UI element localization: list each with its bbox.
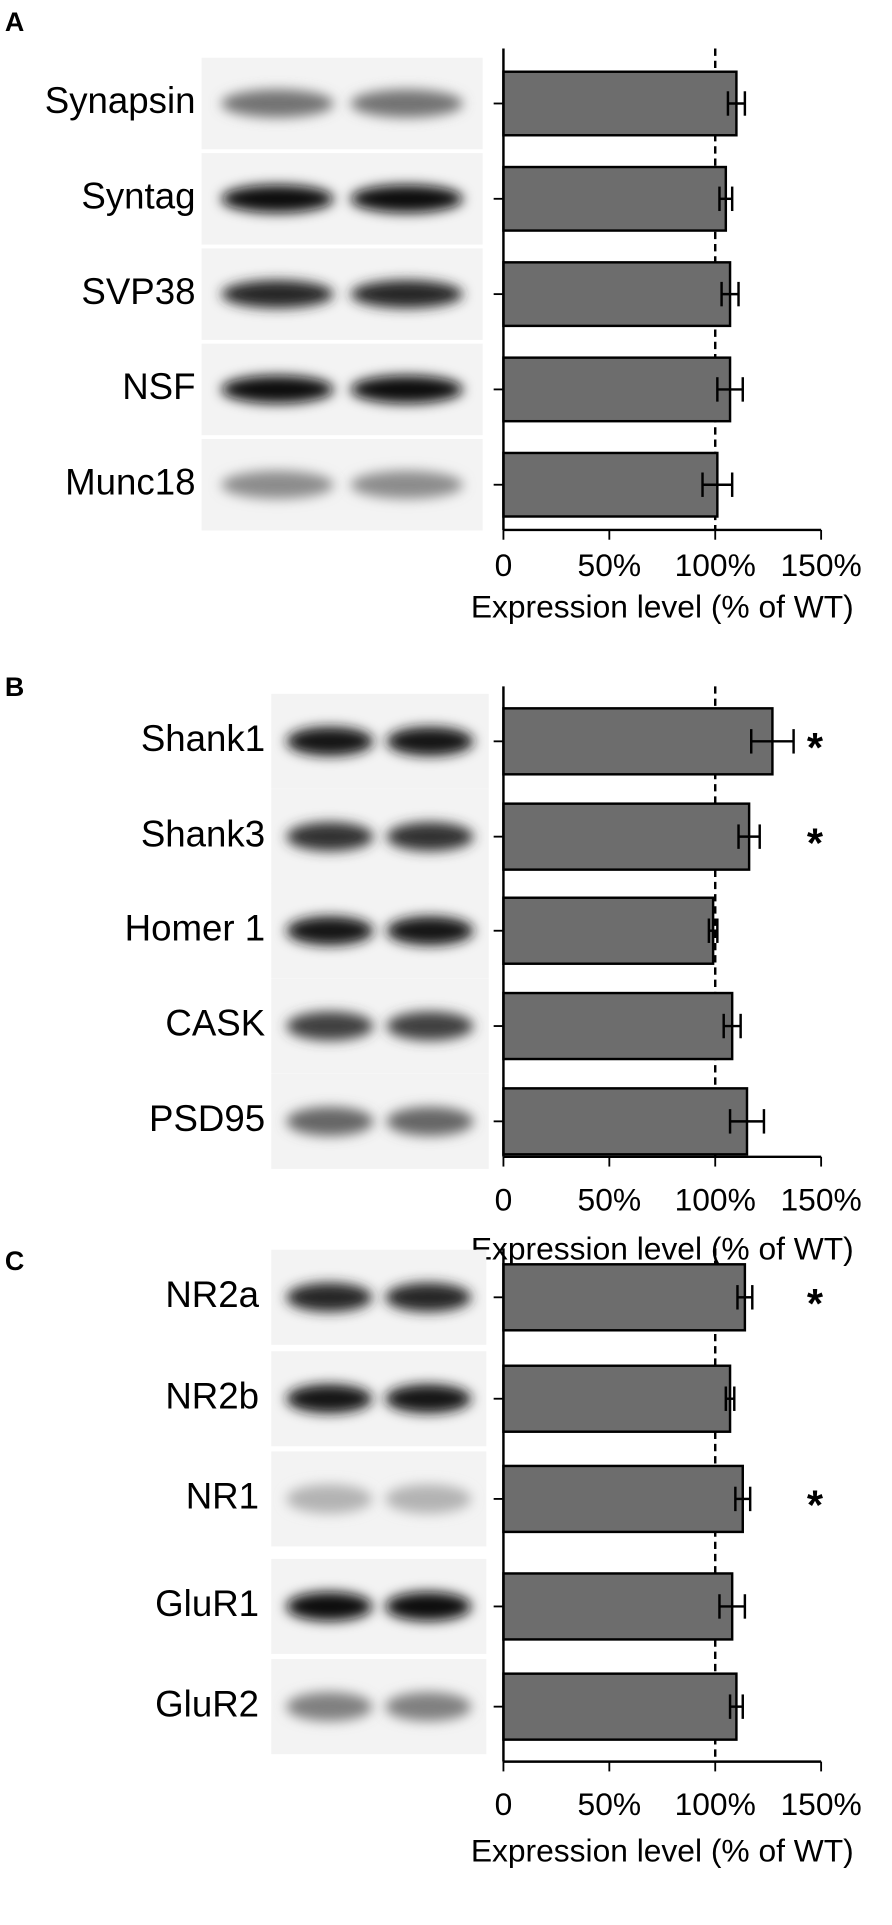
category-label: Syntag — [81, 175, 195, 216]
x-tick-label: 50% — [578, 1181, 642, 1217]
category-label: Homer 1 — [125, 907, 265, 948]
blot-band — [221, 470, 334, 499]
blot-band — [286, 1692, 373, 1722]
category-label: Shank1 — [141, 718, 265, 759]
x-tick-label: 150% — [781, 1786, 862, 1822]
bar — [502, 991, 734, 1061]
x-axis-label: Expression level (% of WT) — [471, 1230, 854, 1266]
blot-band — [221, 89, 334, 118]
category-label: Shank3 — [141, 813, 265, 854]
bar — [502, 802, 751, 871]
blot-band — [385, 1692, 472, 1722]
significance-mark: * — [807, 724, 824, 771]
blot-band — [286, 822, 374, 852]
blot-band — [350, 89, 463, 118]
bar — [502, 1263, 747, 1332]
panel-label: A — [5, 7, 24, 37]
blot-band — [386, 1106, 474, 1136]
blot-band — [286, 1106, 374, 1136]
blot-band — [350, 280, 463, 309]
category-label: GluR2 — [155, 1683, 259, 1724]
blot-band — [386, 726, 474, 756]
blot-band — [286, 916, 374, 946]
x-tick-label: 150% — [781, 1181, 862, 1217]
blot-band — [286, 1484, 373, 1514]
significance-mark: * — [807, 1280, 824, 1327]
x-tick-label: 50% — [578, 547, 642, 583]
blot-band — [386, 916, 474, 946]
x-tick-label: 150% — [781, 547, 862, 583]
x-tick-label: 50% — [578, 1786, 642, 1822]
blot-band — [286, 1591, 373, 1621]
blot-band — [221, 184, 334, 213]
bar — [502, 165, 728, 232]
bar — [502, 1364, 732, 1433]
category-label: NR2b — [165, 1375, 259, 1416]
category-label: GluR1 — [155, 1583, 259, 1624]
bar — [502, 1672, 738, 1741]
blot-band — [386, 822, 474, 852]
category-label: PSD95 — [149, 1098, 265, 1139]
category-label: SVP38 — [81, 271, 195, 312]
bar — [502, 261, 732, 328]
blot-band — [385, 1282, 472, 1312]
blot-band — [350, 375, 463, 404]
x-tick-label: 100% — [675, 1181, 756, 1217]
significance-mark: * — [807, 1482, 824, 1529]
x-tick-label: 100% — [675, 1786, 756, 1822]
category-label: NR1 — [186, 1476, 259, 1517]
blot-band — [221, 280, 334, 309]
bar — [502, 707, 774, 776]
x-tick-label: 100% — [675, 547, 756, 583]
x-tick-label: 0 — [495, 547, 513, 583]
category-label: Munc18 — [65, 461, 195, 502]
category-label: NSF — [122, 366, 195, 407]
bar — [502, 70, 738, 137]
category-label: CASK — [165, 1003, 265, 1044]
x-axis-label: Expression level (% of WT) — [471, 1833, 854, 1869]
bar — [502, 451, 719, 518]
x-axis-label: Expression level (% of WT) — [471, 589, 854, 625]
category-label: NR2a — [165, 1274, 259, 1315]
blot-band — [286, 1011, 374, 1041]
blot-band — [221, 375, 334, 404]
bar — [502, 1464, 744, 1534]
x-tick-label: 0 — [495, 1786, 513, 1822]
blot-band — [385, 1591, 472, 1621]
blot-band — [286, 1282, 373, 1312]
significance-mark: * — [807, 819, 824, 866]
blot-band — [286, 726, 374, 756]
blot-band — [385, 1384, 472, 1414]
blot-band — [350, 470, 463, 499]
bar — [502, 1572, 734, 1641]
bar — [502, 356, 732, 423]
blot-band — [350, 184, 463, 213]
blot-band — [385, 1484, 472, 1514]
x-tick-label: 0 — [495, 1181, 513, 1217]
panel-label: C — [5, 1246, 24, 1276]
blot-band — [286, 1384, 373, 1414]
blot-band — [386, 1011, 474, 1041]
panel-label: B — [5, 672, 24, 702]
category-label: Synapsin — [45, 80, 196, 121]
bar — [502, 1087, 749, 1156]
bar — [502, 896, 715, 965]
